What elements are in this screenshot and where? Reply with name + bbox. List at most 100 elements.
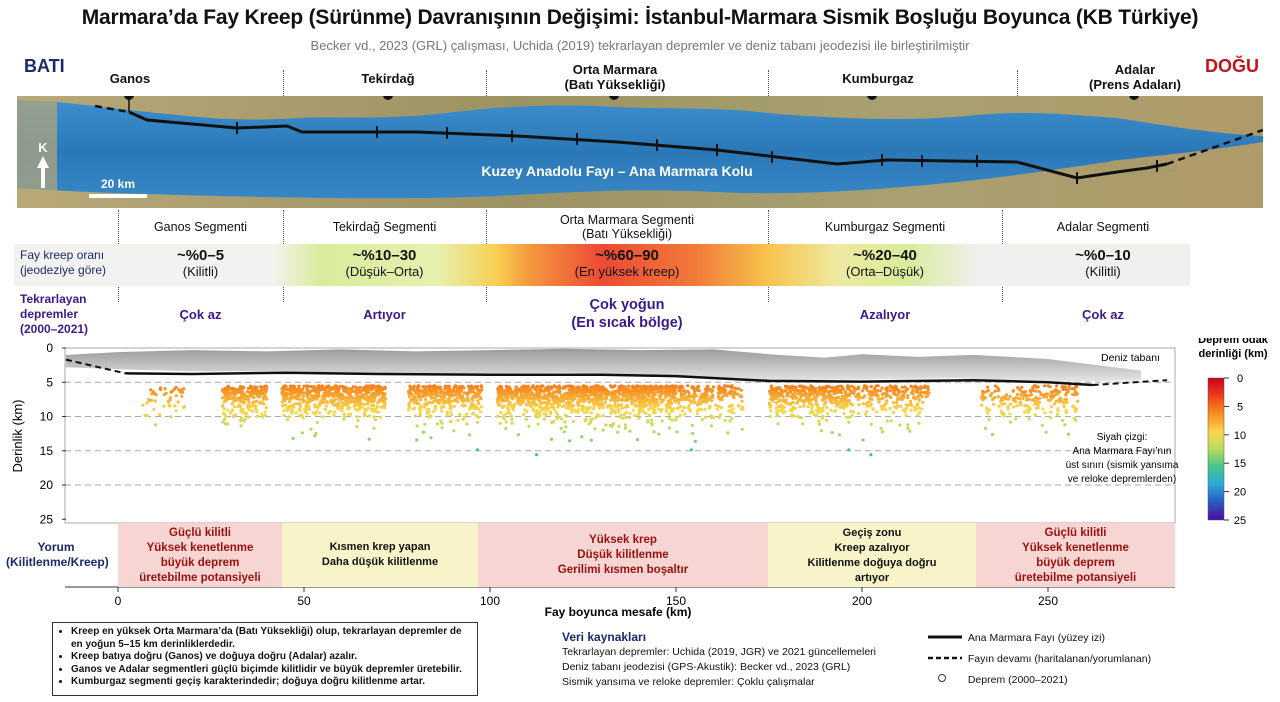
earthquake-point [1061, 387, 1065, 392]
earthquake-point [1043, 384, 1047, 388]
earthquake-point [829, 386, 834, 390]
earthquake-point [439, 419, 443, 423]
earthquake-point [1011, 389, 1015, 393]
earthquake-point [1020, 390, 1024, 394]
earthquake-point [658, 393, 663, 397]
earthquake-point [475, 387, 479, 391]
earthquake-point [298, 408, 302, 413]
earthquake-point [786, 386, 790, 390]
earthquake-point [914, 389, 918, 393]
earthquake-point [438, 399, 442, 403]
earthquake-point [850, 413, 854, 417]
creep-rate-kumburgaz: ~%20–40 (Orta–Düşük) [845, 247, 925, 280]
earthquake-point [774, 406, 779, 410]
earthquake-point [515, 396, 519, 400]
earthquake-point [418, 413, 422, 417]
earthquake-point [778, 409, 782, 413]
earthquake-point [353, 398, 357, 403]
earthquake-point [1006, 407, 1010, 411]
earthquake-point [878, 389, 883, 393]
earthquake-point [860, 389, 865, 393]
earthquake-point [309, 427, 313, 431]
earthquake-point [645, 399, 649, 403]
earthquake-point [927, 391, 931, 395]
earthquake-point [1073, 390, 1077, 394]
earthquake-point [653, 399, 657, 403]
town-ganos: Ganos [109, 71, 151, 86]
earthquake-point [471, 390, 476, 394]
earthquake-point [862, 386, 866, 390]
earthquake-point [433, 407, 437, 411]
earthquake-point [823, 389, 827, 393]
earthquake-point [418, 411, 422, 415]
earthquake-point [502, 399, 506, 403]
earthquake-point [903, 385, 907, 389]
earthquake-point [547, 394, 552, 398]
earthquake-point [805, 397, 810, 401]
earthquake-point [433, 384, 437, 388]
earthquake-point [635, 438, 640, 442]
earthquake-point [247, 405, 251, 409]
earthquake-point [629, 392, 633, 396]
earthquake-point [771, 399, 775, 403]
earthquake-point [562, 404, 566, 408]
earthquake-point [784, 398, 788, 402]
y-tick-label: 25 [40, 512, 54, 526]
earthquake-point [504, 426, 508, 431]
earthquake-point [603, 400, 607, 404]
earthquake-point [497, 389, 501, 393]
earthquake-point [460, 403, 464, 407]
earthquake-point [557, 403, 561, 407]
earthquake-point [289, 384, 293, 389]
eq-row-label: Tekrarlayan depremler (2000–2021) [20, 292, 89, 336]
earthquake-point [141, 403, 145, 407]
earthquake-point [306, 396, 310, 400]
earthquake-point [645, 397, 649, 401]
earthquake-point [497, 392, 501, 396]
earthquake-point [259, 401, 263, 405]
earthquake-point [407, 394, 412, 399]
earthquake-point [1049, 416, 1053, 420]
earthquake-point [1000, 402, 1004, 406]
divider [486, 70, 487, 96]
earthquake-point [431, 410, 435, 414]
earthquake-point [152, 407, 156, 412]
earthquake-point [670, 409, 674, 413]
earthquake-point [290, 404, 294, 409]
earthquake-point [342, 385, 346, 389]
earthquake-point [433, 389, 437, 393]
earthquake-point [868, 404, 873, 408]
earthquake-point [643, 387, 647, 391]
earthquake-point [891, 388, 895, 392]
earthquake-point [601, 428, 605, 432]
earthquake-point [736, 392, 740, 396]
earthquake-point [659, 397, 663, 401]
earthquake-point [1036, 385, 1040, 389]
earthquake-point [261, 415, 265, 419]
earthquake-point [909, 399, 913, 404]
earthquake-point [282, 409, 286, 413]
earthquake-point [820, 386, 824, 390]
earthquake-point [730, 403, 734, 407]
west-label: BATI [24, 56, 65, 76]
earthquake-point [792, 414, 796, 418]
earthquake-point [894, 386, 899, 390]
earthquake-point [238, 387, 242, 391]
earthquake-point [452, 404, 456, 408]
earthquake-point [639, 400, 643, 404]
earthquake-point [582, 392, 586, 397]
earthquake-point [891, 401, 896, 405]
earthquake-point [615, 389, 620, 393]
earthquake-point [834, 391, 839, 395]
interp-kumburgaz: Geçiş zonu Kreep azalıyor Kilitlenme doğuy… [768, 523, 976, 587]
earthquake-point [776, 391, 780, 395]
earthquake-point [729, 390, 733, 394]
earthquake-point [316, 406, 320, 410]
earthquake-point [988, 408, 992, 412]
earthquake-point [283, 384, 287, 388]
earthquake-point [837, 433, 842, 437]
fault-name-label: Kuzey Anadolu Fayı – Ana Marmara Kolu [481, 163, 752, 179]
earthquake-point [639, 387, 644, 392]
earthquake-point [456, 391, 460, 395]
earthquake-point [610, 405, 614, 409]
